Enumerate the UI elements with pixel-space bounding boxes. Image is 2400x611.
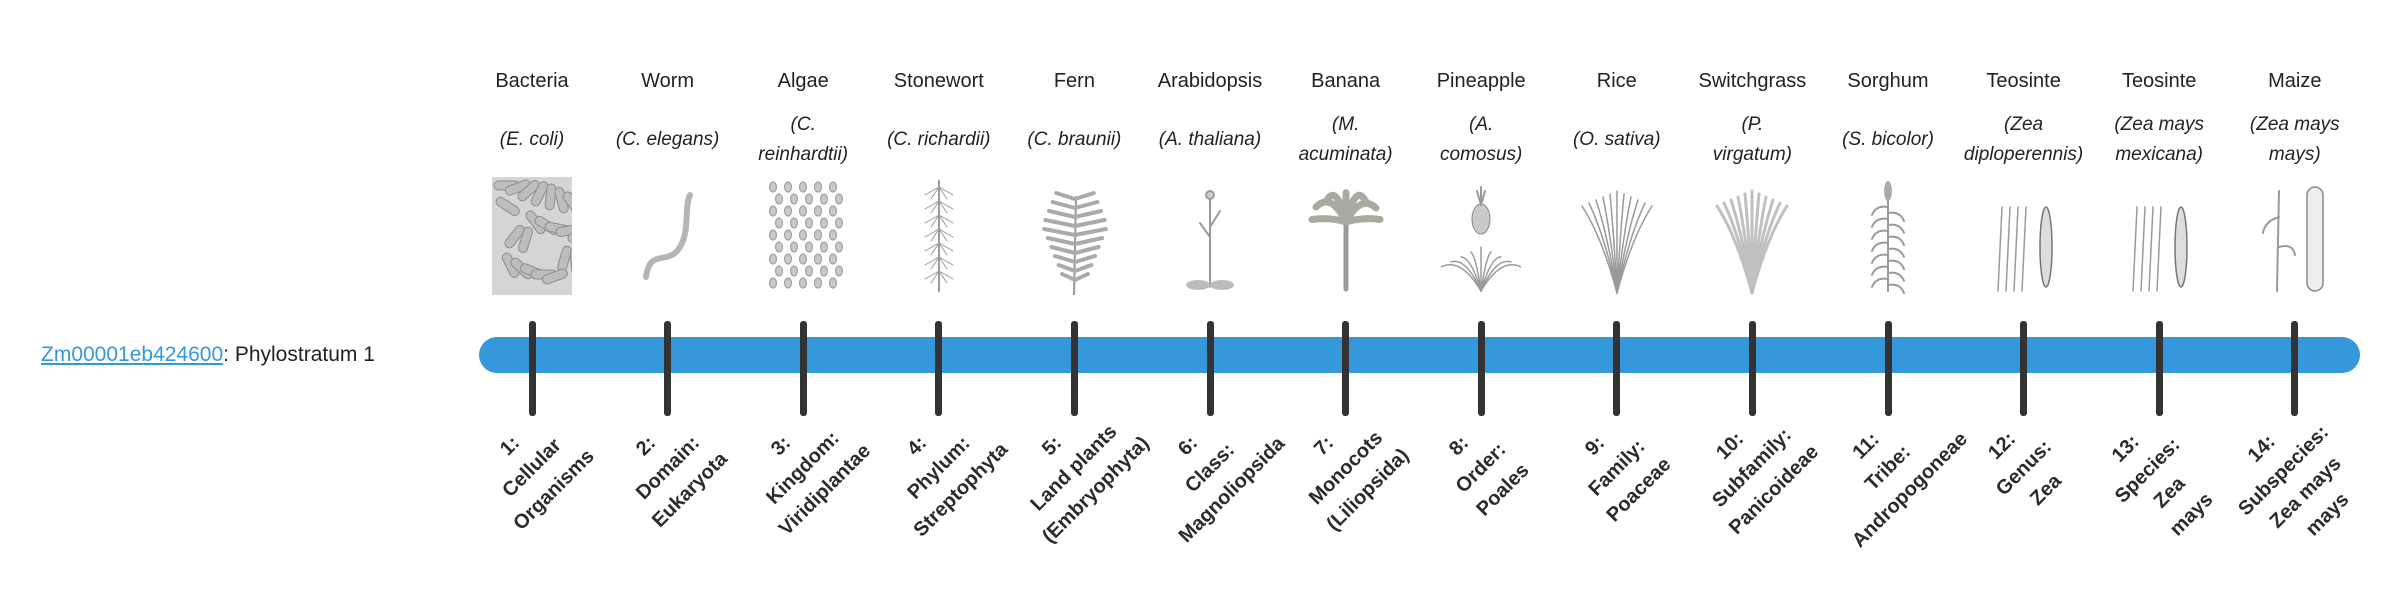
common-name: Switchgrass xyxy=(1698,70,1807,92)
common-name: Worm xyxy=(641,70,695,92)
stratum-tick xyxy=(1342,321,1350,416)
scientific-name-line: (A. thaliana) xyxy=(1158,129,1262,150)
stratum-tick xyxy=(1884,321,1892,416)
scientific-name: (C. richardii) xyxy=(867,110,1011,170)
scientific-name: (C. braunii) xyxy=(1002,110,1146,170)
maize-icon xyxy=(2255,177,2335,295)
common-name: Fern xyxy=(1053,70,1095,92)
algae-icon xyxy=(763,177,844,295)
common-name: Teosinte xyxy=(1986,70,2061,92)
stratum-tick xyxy=(2155,321,2163,416)
sorghum-icon xyxy=(1848,177,1928,295)
scientific-name-line: diploperennis) xyxy=(1963,144,2084,165)
scientific-name: (Zea diploperennis) xyxy=(1952,110,2096,170)
scientific-name-line: reinhardtii) xyxy=(758,144,849,165)
stratum-tick xyxy=(799,321,807,416)
scientific-name-line: (C. richardii) xyxy=(887,129,991,150)
teosinte-icon xyxy=(1984,177,2064,295)
scientific-name-line: (S. bicolor) xyxy=(1842,129,1934,150)
scientific-name: (C. reinhardtii) xyxy=(731,110,875,170)
common-name: Rice xyxy=(1596,70,1637,92)
scientific-name-line: mexicana) xyxy=(2115,144,2204,165)
stratum-tick xyxy=(528,321,536,416)
scientific-name-line: acuminata) xyxy=(1298,144,1393,165)
scientific-name-line: (P. xyxy=(1741,114,1764,135)
phylostratum-bar xyxy=(479,337,2360,373)
scientific-name: (Zea mays mays) xyxy=(2223,110,2367,170)
scientific-name-line: (Zea mays xyxy=(2249,114,2340,135)
rice-icon xyxy=(1577,177,1657,295)
gene-id-link[interactable]: Zm00001eb424600 xyxy=(41,343,224,366)
scientific-name-line: mays) xyxy=(2268,144,2321,165)
common-name: Banana xyxy=(1311,70,1381,92)
scientific-name: (C. elegans) xyxy=(596,110,740,170)
stratum-tick xyxy=(2020,321,2028,416)
fern-icon xyxy=(1034,177,1114,296)
scientific-name: (Zea mays mexicana) xyxy=(2087,110,2231,170)
scientific-name: (A. comosus) xyxy=(1409,110,1553,170)
scientific-name: (A. thaliana) xyxy=(1138,110,1282,170)
stratum-tick xyxy=(1748,321,1756,416)
switchgrass-icon xyxy=(1712,177,1792,295)
common-name: Arabidopsis xyxy=(1157,70,1263,92)
banana-icon xyxy=(1306,177,1386,295)
stratum-tick xyxy=(664,321,672,416)
stonewort-icon xyxy=(899,177,979,295)
scientific-name: (E. coli) xyxy=(460,110,604,170)
common-name: Teosinte xyxy=(2121,70,2197,92)
common-name: Bacteria xyxy=(495,70,569,92)
stratum-tick xyxy=(1477,321,1485,416)
stratum-tick xyxy=(935,321,943,416)
stratum-tick xyxy=(2291,321,2299,416)
scientific-name-line: (E. coli) xyxy=(499,129,565,150)
phylostratum-text: Phylostratum 1 xyxy=(229,343,375,366)
stratum-tick xyxy=(1613,321,1621,416)
common-name: Sorghum xyxy=(1847,70,1929,92)
stratum-tick xyxy=(1070,321,1078,416)
scientific-name: (M. acuminata) xyxy=(1274,110,1418,170)
arabidopsis-icon xyxy=(1170,177,1250,295)
bacteria-icon xyxy=(492,177,593,295)
worm-icon xyxy=(628,177,708,295)
scientific-name-line: (O. sativa) xyxy=(1572,129,1661,150)
scientific-name: (O. sativa) xyxy=(1545,110,1689,170)
common-name: Maize xyxy=(2268,70,2322,92)
common-name: Pineapple xyxy=(1436,70,1526,92)
stratum-tick xyxy=(1206,321,1214,416)
scientific-name-line: (Zea xyxy=(2004,114,2044,135)
common-name: Stonewort xyxy=(893,70,984,92)
scientific-name-line: (C. xyxy=(790,114,816,135)
scientific-name-line: (Zea mays xyxy=(2114,114,2205,135)
gene-separator: : xyxy=(223,343,229,366)
scientific-name-line: (M. xyxy=(1331,114,1360,135)
scientific-name-line: virgatum) xyxy=(1712,144,1792,165)
scientific-name: (P. virgatum) xyxy=(1680,110,1824,170)
scientific-name-line: (A. xyxy=(1469,114,1494,135)
scientific-name-line: comosus) xyxy=(1440,144,1523,165)
teosinte-icon xyxy=(2119,177,2199,295)
scientific-name-line: (C. braunii) xyxy=(1027,129,1122,150)
common-name: Algae xyxy=(777,70,829,92)
scientific-name-line: (C. elegans) xyxy=(615,129,720,150)
pineapple-icon xyxy=(1440,177,1522,295)
gene-label: Zm00001eb424600: Phylostratum 1 xyxy=(41,340,375,370)
scientific-name: (S. bicolor) xyxy=(1816,110,1960,170)
